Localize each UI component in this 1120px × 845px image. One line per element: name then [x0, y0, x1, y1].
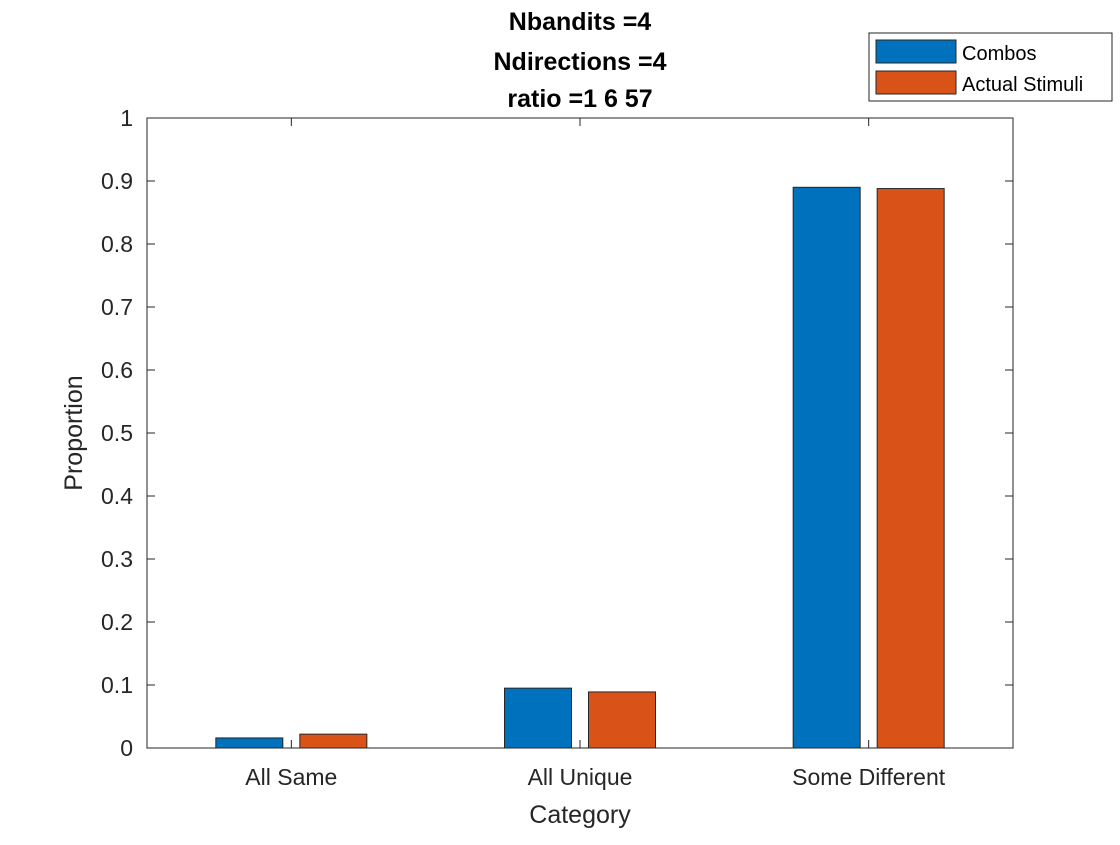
- y-axis-label: Proportion: [60, 375, 88, 490]
- bar-actual-stimuli-all-same: [299, 733, 368, 749]
- y-tick-label-3: 0.3: [101, 546, 133, 572]
- bar-actual-stimuli-some-different: [876, 188, 945, 749]
- y-tick-label-6: 0.6: [101, 357, 133, 383]
- x-axis-label: Category: [529, 801, 631, 829]
- title-line-2: Ndirections =4: [494, 48, 667, 76]
- y-tick-label-10: 1: [120, 105, 133, 131]
- bars-layer: [215, 186, 945, 749]
- title-line-1: Nbandits =4: [509, 8, 651, 36]
- bar-combos-all-unique: [504, 687, 572, 749]
- y-tick-label-5: 0.5: [101, 420, 133, 446]
- bar-actual-stimuli-all-unique: [588, 691, 656, 749]
- legend[interactable]: Combos Actual Stimuli: [868, 32, 1113, 102]
- y-tick-label-7: 0.7: [101, 294, 133, 320]
- y-tick-label-1: 0.1: [101, 672, 133, 698]
- x-tick-label-some-different: Some Different: [792, 764, 946, 790]
- ticks-layer: All Same All Unique Some Different 0 0.1 0.2 0…: [101, 105, 1013, 790]
- legend-label-actual-stimuli: Actual Stimuli: [962, 74, 1083, 96]
- y-tick-label-2: 0.2: [101, 609, 133, 635]
- legend-swatch-combos: [875, 39, 957, 64]
- y-tick-label-0: 0: [120, 735, 133, 761]
- y-tick-label-4: 0.4: [101, 483, 133, 509]
- plot-area: [147, 118, 1013, 748]
- chart-title: Nbandits =4 Ndirections =4 ratio =1 6 57: [494, 8, 667, 113]
- y-tick-label-9: 0.9: [101, 168, 133, 194]
- legend-swatch-actual-stimuli: [875, 70, 957, 95]
- plot-frame: [146, 117, 1014, 749]
- x-tick-label-all-same: All Same: [245, 764, 337, 790]
- legend-label-combos: Combos: [962, 43, 1036, 65]
- title-line-3: ratio =1 6 57: [507, 85, 652, 113]
- bar-combos-some-different: [792, 186, 861, 749]
- y-tick-label-8: 0.8: [101, 231, 133, 257]
- x-tick-label-all-unique: All Unique: [528, 764, 633, 790]
- bar-combos-all-same: [215, 737, 284, 749]
